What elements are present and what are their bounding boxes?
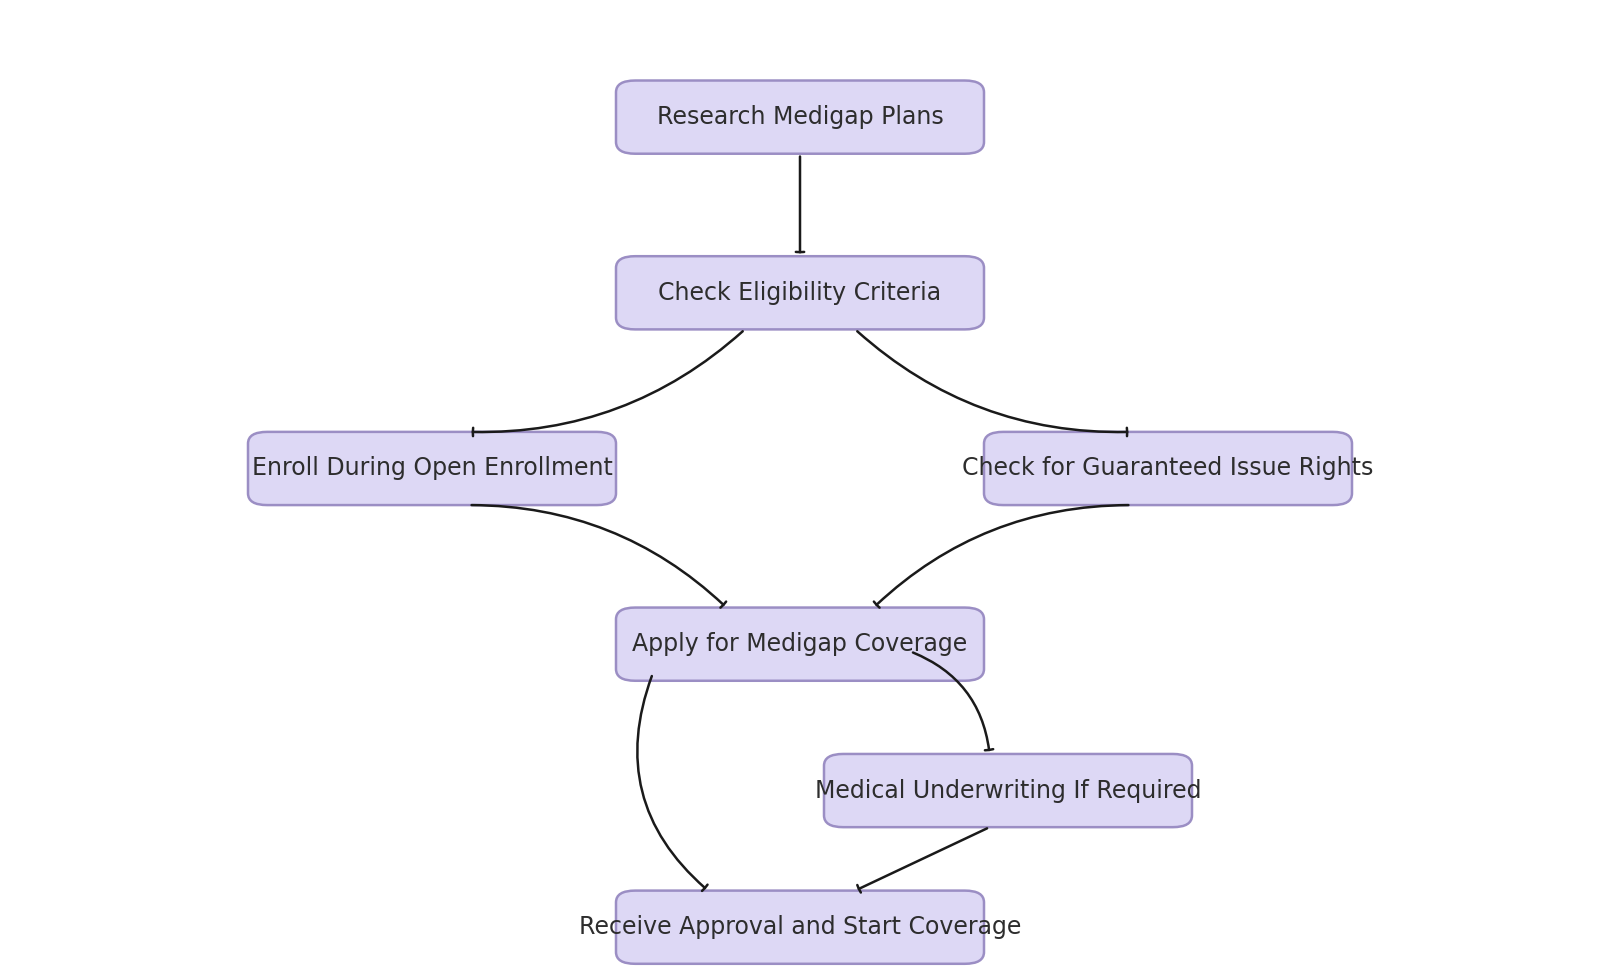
Text: Research Medigap Plans: Research Medigap Plans — [656, 105, 944, 129]
FancyBboxPatch shape — [984, 431, 1352, 506]
FancyBboxPatch shape — [616, 256, 984, 329]
FancyBboxPatch shape — [248, 431, 616, 506]
Text: Apply for Medigap Coverage: Apply for Medigap Coverage — [632, 632, 968, 656]
Text: Check Eligibility Criteria: Check Eligibility Criteria — [659, 281, 941, 305]
Text: Receive Approval and Start Coverage: Receive Approval and Start Coverage — [579, 915, 1021, 939]
FancyBboxPatch shape — [824, 753, 1192, 827]
Text: Medical Underwriting If Required: Medical Underwriting If Required — [814, 779, 1202, 802]
Text: Check for Guaranteed Issue Rights: Check for Guaranteed Issue Rights — [962, 457, 1374, 480]
FancyBboxPatch shape — [616, 607, 984, 680]
FancyBboxPatch shape — [616, 80, 984, 153]
Text: Enroll During Open Enrollment: Enroll During Open Enrollment — [251, 457, 613, 480]
FancyBboxPatch shape — [616, 890, 984, 964]
